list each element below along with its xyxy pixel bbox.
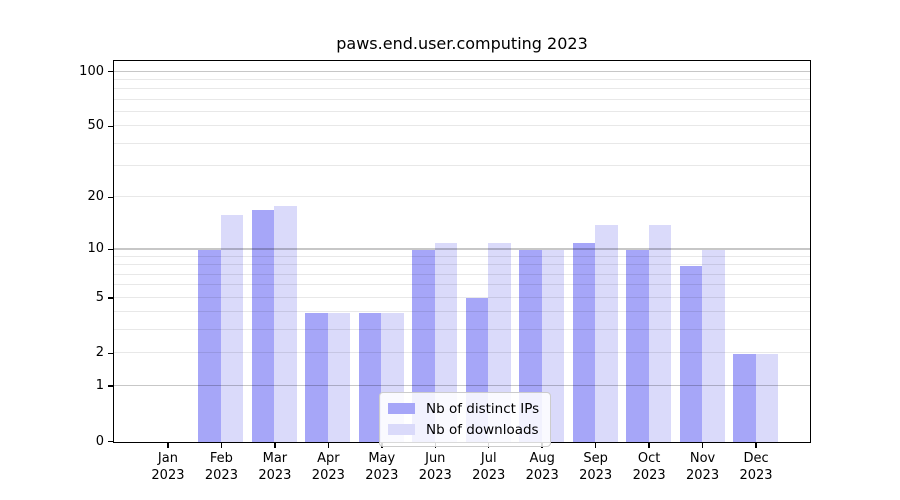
y-tick-label: 50 (87, 118, 104, 134)
plot-area (113, 60, 811, 443)
bar (595, 224, 618, 442)
x-tick-label: May 2023 (365, 451, 399, 483)
chart-title: paws.end.user.computing 2023 (336, 34, 588, 53)
bar (755, 353, 779, 442)
bar (305, 312, 328, 442)
y-tick-label: 5 (95, 289, 104, 305)
y-tick-mark (108, 352, 113, 355)
y-tick-label: 20 (87, 189, 104, 205)
bar (198, 249, 221, 442)
x-tick-label: Feb 2023 (204, 451, 238, 483)
x-tick-label: Dec 2023 (739, 451, 773, 483)
y-tick-label: 0 (95, 433, 104, 449)
bar (572, 242, 596, 442)
legend-label-downloads: Nb of downloads (426, 421, 539, 438)
x-tick-label: Sep 2023 (579, 451, 613, 483)
bar (220, 214, 244, 442)
x-tick-label: Nov 2023 (686, 451, 720, 483)
y-tick-label: 1 (95, 377, 104, 393)
bar (327, 312, 351, 442)
x-tick-mark (167, 443, 169, 448)
x-tick-label: Aug 2023 (525, 451, 559, 483)
y-tick-label: 2 (95, 345, 104, 361)
x-tick-mark (220, 443, 223, 448)
x-tick-label: Apr 2023 (311, 451, 345, 483)
bar (702, 249, 725, 442)
legend-label-distinct-ips: Nb of distinct IPs (426, 400, 540, 417)
legend-row: Nb of distinct IPs (388, 398, 539, 419)
x-tick-label: Jul 2023 (472, 451, 506, 483)
bar (274, 205, 297, 442)
y-tick-mark (108, 440, 113, 443)
y-tick-mark (108, 125, 113, 128)
legend-swatch-distinct-ips (388, 403, 415, 414)
x-tick-mark (701, 443, 704, 448)
x-tick-label: Mar 2023 (258, 451, 292, 483)
y-tick-mark (108, 248, 113, 250)
x-tick-mark (274, 443, 276, 448)
bar (251, 210, 275, 442)
x-tick-label: Jan 2023 (151, 451, 185, 483)
legend-swatch-downloads (388, 424, 415, 435)
legend-row: Nb of downloads (388, 419, 539, 440)
x-tick-mark (594, 443, 597, 448)
legend: Nb of distinct IPs Nb of downloads (379, 392, 552, 447)
y-tick-mark (108, 297, 113, 299)
y-tick-label: 100 (79, 63, 104, 79)
y-tick-mark (108, 70, 113, 73)
y-tick-label: 10 (87, 241, 104, 257)
bars-layer (114, 61, 810, 442)
bar (626, 249, 649, 442)
y-tick-mark (108, 385, 113, 387)
x-tick-label: Jun 2023 (418, 451, 452, 483)
bar (733, 353, 756, 442)
bar (679, 265, 703, 442)
x-tick-label: Oct 2023 (632, 451, 666, 483)
x-tick-mark (648, 443, 650, 448)
bar (648, 224, 672, 442)
x-tick-mark (755, 443, 757, 448)
y-tick-mark (108, 196, 113, 199)
x-tick-mark (327, 443, 330, 448)
bar (358, 312, 382, 442)
